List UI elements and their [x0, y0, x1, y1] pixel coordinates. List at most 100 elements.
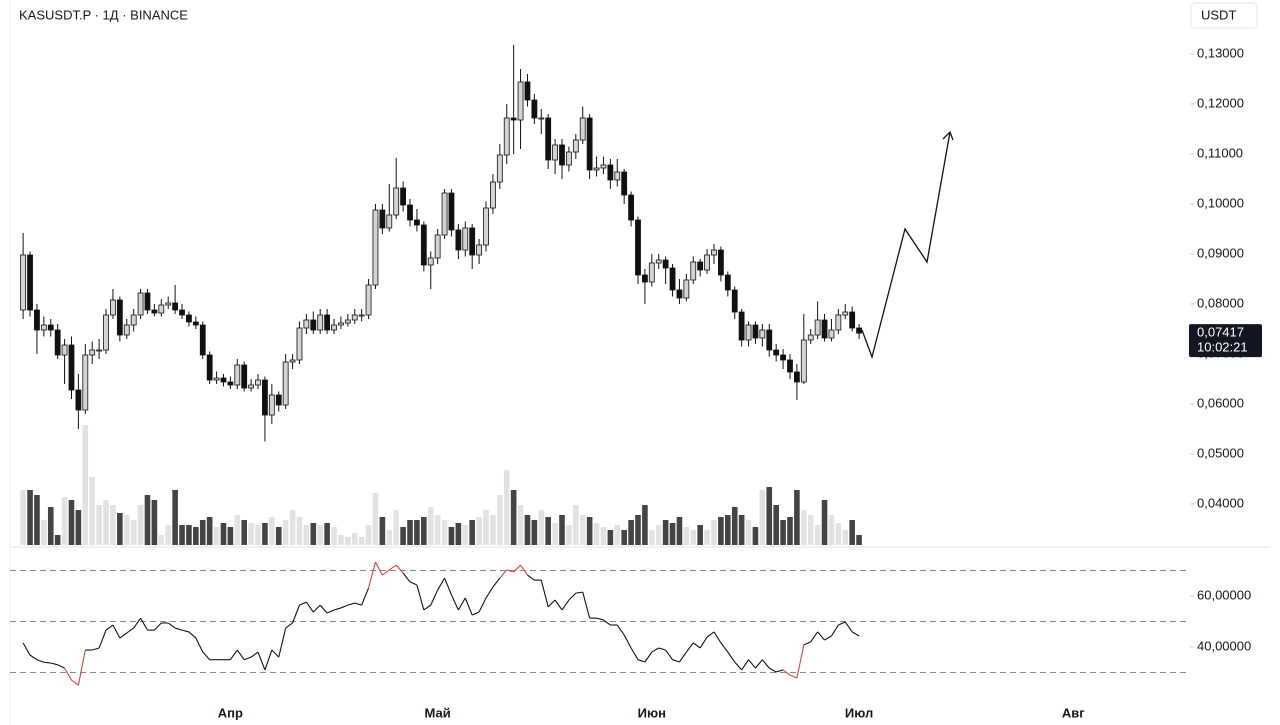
volume-bar	[34, 495, 40, 545]
candle-body	[110, 299, 116, 316]
candle-body	[648, 262, 655, 283]
rsi-segment	[665, 649, 673, 661]
volume-bar	[469, 520, 475, 545]
volume-bar	[649, 530, 655, 545]
volume-bar	[393, 510, 399, 545]
rsi-segment	[692, 642, 701, 649]
candle-body	[331, 324, 337, 331]
rsi-segment	[188, 631, 197, 639]
volume-bar	[579, 515, 586, 545]
candle-body	[268, 394, 275, 416]
volume-bar	[524, 515, 531, 545]
candle-body	[469, 227, 476, 256]
rsi-segment	[582, 591, 591, 619]
volume-bar	[269, 517, 275, 545]
candle-body	[704, 254, 710, 271]
candle-body	[213, 377, 220, 381]
rsi-segment	[347, 602, 355, 606]
rsi-segment	[761, 659, 770, 669]
candle-body	[745, 324, 752, 341]
volume-bar	[455, 523, 462, 545]
volume-bar	[593, 523, 600, 545]
y-tick-label: 0,09000	[1197, 245, 1244, 260]
volume-bar	[434, 515, 441, 545]
volume-bar	[621, 530, 627, 545]
candle-body	[206, 354, 213, 381]
rsi-segment	[312, 604, 321, 613]
candle-body	[531, 99, 538, 119]
last-price-label: 0,07417	[1197, 325, 1244, 340]
rsi-segment	[561, 599, 570, 611]
candle-body	[89, 349, 96, 356]
rsi-segment	[354, 602, 362, 606]
volume-bar	[47, 507, 54, 545]
volume-bar	[303, 525, 310, 545]
rsi-segment	[250, 651, 259, 658]
rsi-segment	[299, 601, 307, 606]
volume-bar	[89, 477, 96, 545]
rsi-segment	[810, 631, 819, 643]
rsi-segment	[374, 561, 383, 576]
candle-body	[303, 319, 310, 329]
volume-bar	[510, 490, 517, 545]
volume-bar	[317, 525, 323, 545]
candle-body	[379, 209, 386, 229]
candle-body	[780, 354, 786, 361]
rsi-segment	[244, 656, 252, 661]
candle-body	[807, 334, 814, 341]
rsi-segment	[402, 572, 411, 583]
candle-body	[75, 389, 82, 411]
rsi-segment	[838, 621, 846, 626]
candle-body	[697, 261, 704, 271]
rsi-segment	[499, 569, 508, 579]
rsi-segment	[603, 619, 611, 626]
candle-body	[752, 324, 759, 339]
symbol-title: KASUSDT.P · 1Д · BINANCE	[19, 7, 188, 22]
candle-body	[669, 267, 676, 291]
candle-body	[455, 229, 462, 251]
rsi-segment	[457, 597, 466, 611]
volume-bar	[68, 500, 75, 545]
volume-bar	[607, 530, 614, 545]
candle-body	[448, 192, 455, 231]
candle-body	[151, 309, 158, 314]
volume-bar	[655, 525, 662, 545]
volume-bar	[662, 520, 669, 545]
candle-body	[130, 314, 137, 326]
volume-bar	[130, 520, 137, 545]
rsi-segment	[803, 641, 811, 646]
rsi-segment	[285, 622, 293, 629]
rsi-segment	[734, 661, 743, 671]
volume-bar	[365, 525, 372, 545]
candle-body	[165, 302, 172, 306]
volume-bar	[503, 470, 510, 545]
candle-body	[835, 314, 842, 331]
volume-bar	[179, 525, 185, 545]
rsi-segment	[644, 651, 653, 663]
y-tick-label: 0,11000	[1197, 145, 1243, 160]
candle-body	[289, 359, 296, 363]
candle-body	[635, 219, 641, 276]
volume-bar	[842, 530, 849, 545]
rsi-segment	[658, 647, 666, 651]
volume-bar	[448, 527, 455, 545]
currency-button[interactable]	[1190, 2, 1258, 29]
rsi-segment	[395, 564, 404, 574]
candle-body	[490, 181, 496, 209]
candle-body	[683, 279, 690, 299]
volume-bar	[123, 515, 130, 545]
rsi-segment	[229, 649, 238, 661]
volume-bar	[517, 505, 524, 545]
volume-bar	[497, 495, 503, 545]
rsi-segment	[768, 667, 777, 673]
rsi-segment	[326, 609, 335, 614]
volume-bar	[220, 523, 227, 545]
volume-bar	[780, 520, 786, 545]
rsi-segment	[485, 586, 494, 599]
rsi-segment	[271, 649, 280, 658]
rsi-segment	[167, 622, 176, 629]
candle-body	[496, 154, 503, 183]
volume-bar	[165, 525, 172, 545]
rsi-segment	[471, 611, 480, 616]
currency-label[interactable]: USDT	[1201, 7, 1236, 22]
